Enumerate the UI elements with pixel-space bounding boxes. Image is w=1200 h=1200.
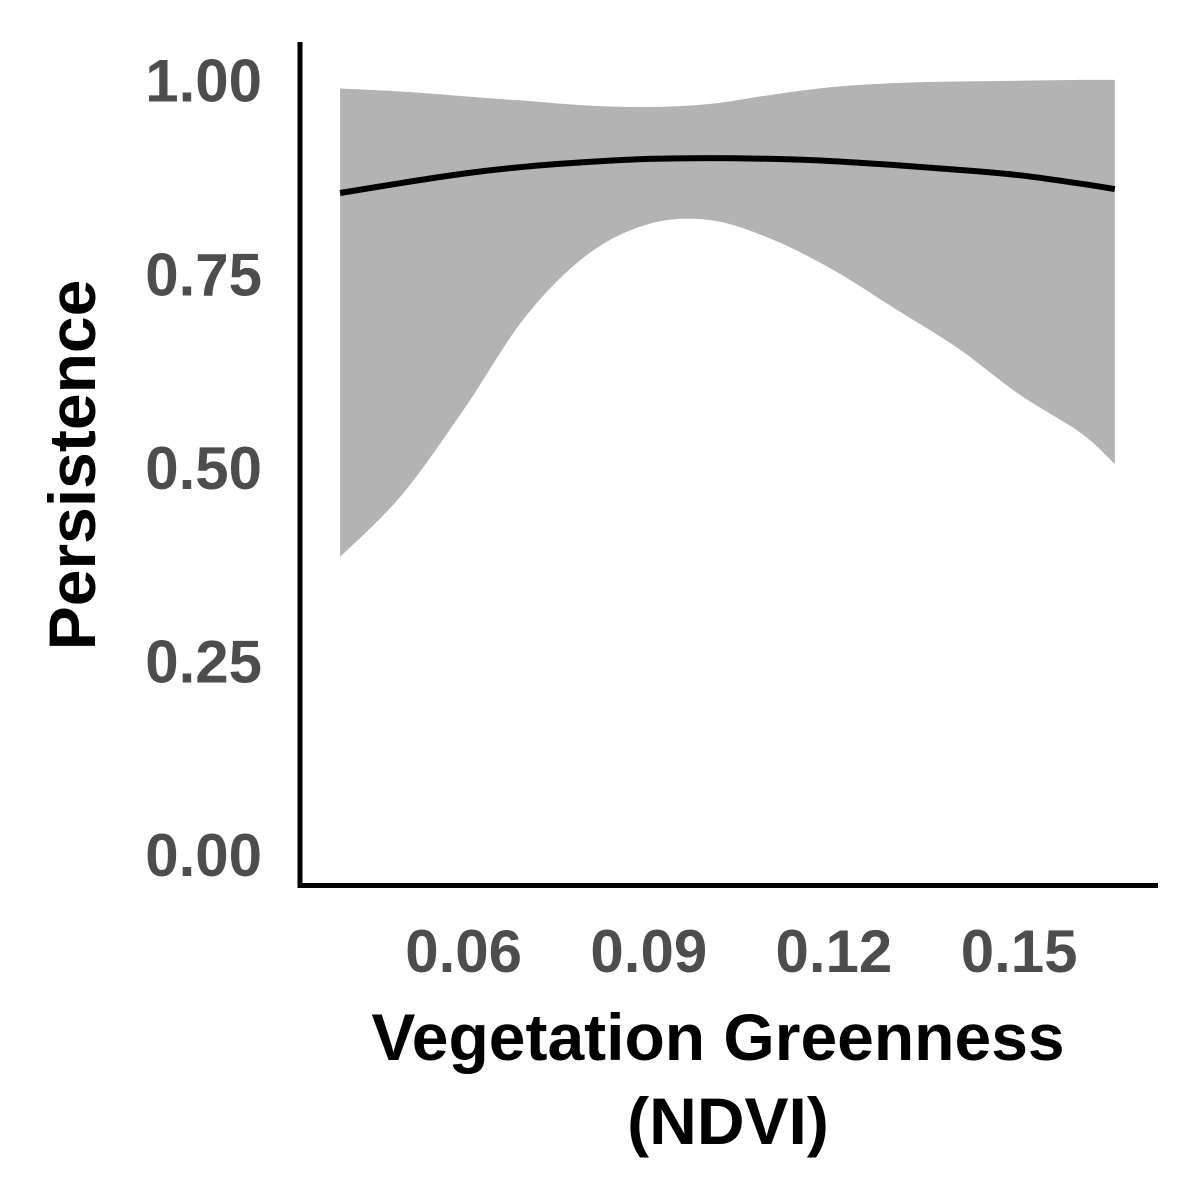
x-axis-title-line-2: (NDVI) <box>627 1084 829 1158</box>
y-tick-label: 1.00 <box>145 48 262 115</box>
y-axis-title: Persistence <box>35 280 109 651</box>
fitted-line <box>339 155 1116 196</box>
y-tick-label: 0.25 <box>145 628 262 695</box>
x-tick-label: 0.09 <box>590 918 707 985</box>
y-tick-label: 0.00 <box>145 822 262 889</box>
y-tick-label: 0.75 <box>145 241 262 308</box>
y-tick-labels: 0.00 0.25 0.50 0.75 1.00 <box>145 48 262 889</box>
x-axis-title-line-1: Vegetation Greenness <box>371 1000 1064 1074</box>
x-tick-label: 0.15 <box>961 918 1078 985</box>
plot-area <box>339 79 1116 557</box>
x-tick-label: 0.12 <box>776 918 893 985</box>
confidence-ribbon <box>340 79 1115 557</box>
x-tick-label: 0.06 <box>405 918 522 985</box>
x-tick-labels: 0.06 0.09 0.12 0.15 <box>405 918 1077 985</box>
y-tick-label: 0.50 <box>145 435 262 502</box>
